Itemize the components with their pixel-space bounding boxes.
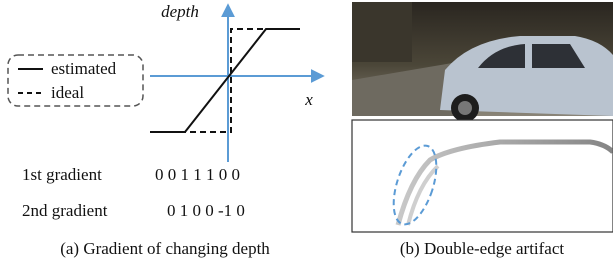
- y-axis-label: depth: [161, 2, 199, 21]
- depth-diagram: depth x estimated ideal 1st gradient 0 0…: [8, 2, 322, 258]
- row-label: 2nd gradient: [22, 201, 108, 220]
- row-label: 1st gradient: [22, 165, 102, 184]
- caption: (a) Gradient of changing depth: [60, 239, 270, 258]
- edge-map: (b) Double-edge artifact: [352, 120, 613, 258]
- row-values: 0 0 1 1 1 0 0: [155, 165, 240, 184]
- legend-label: ideal: [51, 83, 84, 102]
- figure: depth x estimated ideal 1st gradient 0 0…: [0, 0, 613, 264]
- row-values: 0 1 0 0 -1 0: [167, 201, 245, 220]
- caption: (b) Double-edge artifact: [400, 239, 565, 258]
- ideal-curve: [150, 29, 266, 132]
- x-axis-label: x: [304, 90, 313, 109]
- legend-label: estimated: [51, 59, 117, 78]
- photo: [352, 2, 613, 122]
- estimated-curve: [150, 29, 300, 132]
